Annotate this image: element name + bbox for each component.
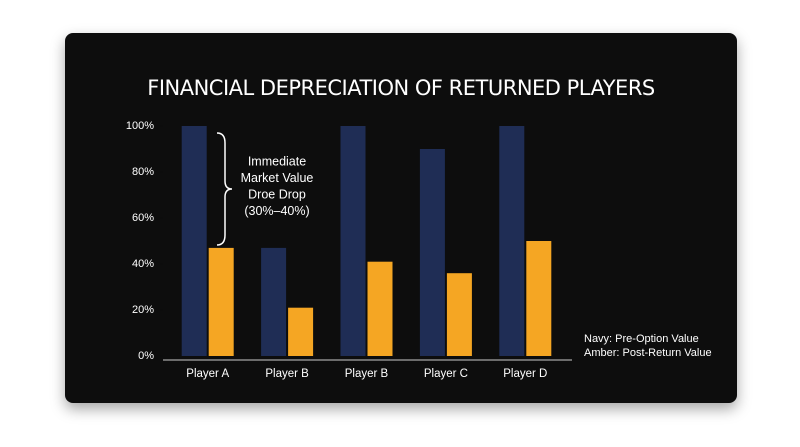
bar [446,273,472,356]
annotation: (30%–40%) [244,204,309,218]
bar [340,126,366,356]
legend-note: Amber: Post-Return Value [584,347,712,359]
bar [526,241,552,356]
legend-note: Navy: Pre-Option Value [584,333,699,345]
y-tick-label: 60% [132,212,154,224]
bar [499,126,525,356]
y-tick-label: 80% [132,166,154,178]
x-tick-label: Player C [424,368,468,380]
bar [288,307,314,356]
bar [208,247,234,356]
annotation: Droe Drop [248,187,306,201]
annotation-brace [216,132,233,246]
y-tick-label: 100% [126,120,154,132]
bar [261,247,287,356]
y-tick-label: 0% [138,350,154,362]
x-tick-label: Player B [345,368,389,380]
annotation: Immediate [248,154,306,168]
annotation: Market Value [241,171,314,185]
x-tick-label: Player A [186,368,229,380]
x-tick-label: Player B [265,368,309,380]
bar [181,126,207,356]
y-tick-label: 40% [132,258,154,270]
chart-title: FINANCIAL DEPRECIATION OF RETURNED PLAYE… [147,76,655,100]
y-tick-label: 20% [132,304,154,316]
bar [419,149,445,356]
x-tick-label: Player D [503,368,547,380]
bar [367,261,393,356]
